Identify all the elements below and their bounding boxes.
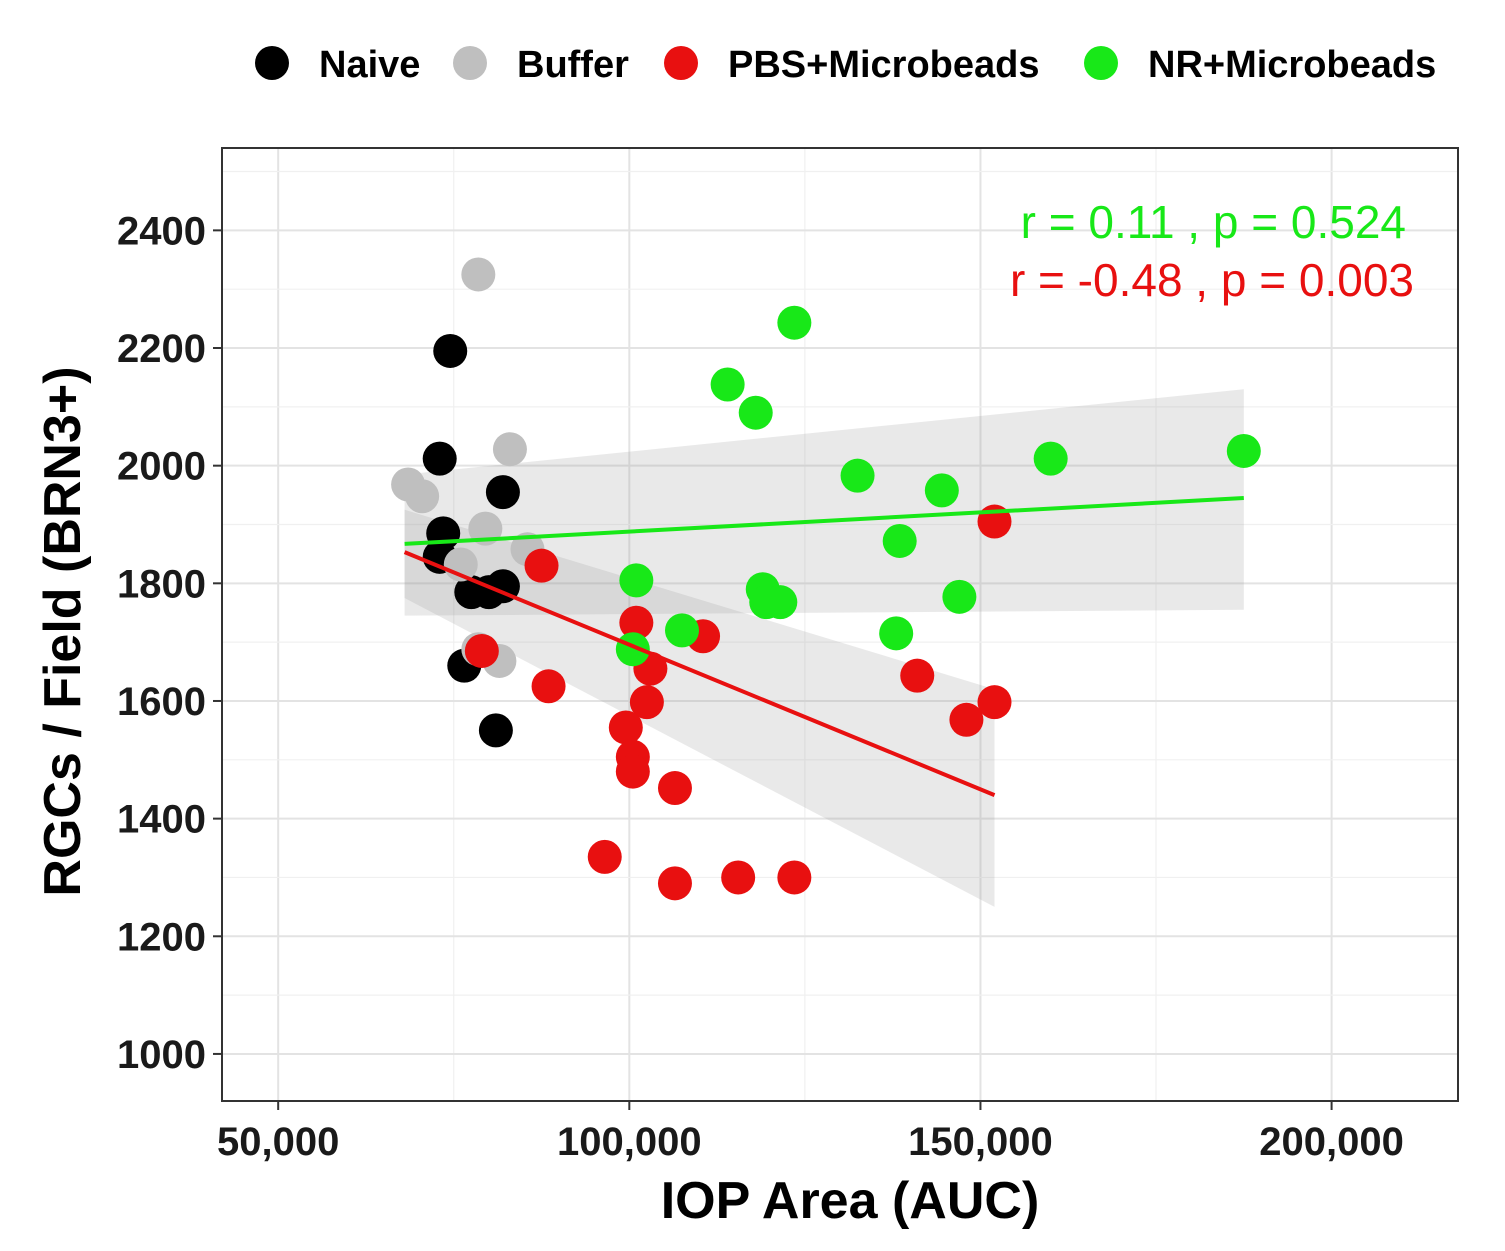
data-point (531, 669, 566, 704)
series-buffer (391, 257, 545, 678)
axis-ticks: 50,000 100,000 150,000 200,000 1000 1200 1400 1… (117, 209, 1404, 1164)
x-tick-label: 200,000 (1259, 1120, 1404, 1164)
y-tick-label: 1800 (117, 562, 206, 606)
data-point (422, 441, 457, 476)
confidence-bands (404, 389, 1244, 907)
data-point (629, 685, 664, 720)
data-point (464, 633, 499, 668)
confidence-band (404, 509, 995, 907)
correlation-annotation: r = -0.48 , p = 0.003 (1010, 254, 1414, 306)
data-point (615, 754, 650, 789)
fit-lines (403, 496, 1244, 797)
legend-swatch (255, 46, 289, 80)
data-point (924, 473, 959, 508)
data-points (391, 257, 1261, 901)
legend-label: Naive (319, 44, 420, 86)
y-tick-label: 2000 (117, 445, 206, 489)
y-axis-title: RGCs / Field (BRN3+) (34, 366, 92, 896)
data-point (942, 579, 977, 614)
legend-swatch (1084, 46, 1118, 80)
data-point (524, 548, 559, 583)
data-point (763, 585, 798, 620)
data-point (977, 685, 1012, 720)
legend-item: NR+Microbeads (1084, 44, 1436, 86)
legend-label: PBS+Microbeads (728, 44, 1040, 86)
grid (222, 148, 1458, 1101)
plot-panel (222, 148, 1458, 1101)
data-point (485, 475, 520, 510)
data-point (587, 839, 622, 874)
data-point (1033, 441, 1068, 476)
correlation-annotations: r = 0.11 , p = 0.524 r = -0.48 , p = 0.00… (1010, 196, 1414, 306)
y-tick-label: 1600 (117, 680, 206, 724)
data-point (777, 305, 812, 340)
y-tick-label: 2200 (117, 327, 206, 371)
x-tick-label: 50,000 (217, 1120, 339, 1164)
data-point (664, 613, 699, 648)
data-point (882, 523, 917, 558)
y-tick-label: 1400 (117, 798, 206, 842)
y-tick-label: 1000 (117, 1033, 206, 1077)
x-tick-label: 150,000 (908, 1120, 1053, 1164)
data-point (738, 395, 773, 430)
legend: Naive Buffer PBS+Microbeads NR+Microbeads (255, 44, 1436, 86)
confidence-band (404, 389, 1244, 616)
data-point (405, 479, 440, 514)
correlation-annotation: r = 0.11 , p = 0.524 (1021, 196, 1406, 248)
plot-border (221, 147, 1459, 1102)
data-point (657, 866, 692, 901)
legend-item: Buffer (453, 44, 629, 86)
data-point (840, 458, 875, 493)
x-tick-label: 100,000 (557, 1120, 702, 1164)
data-point (619, 605, 654, 640)
x-axis-title: IOP Area (AUC) (661, 1172, 1040, 1230)
legend-swatch (453, 46, 487, 80)
regression-line (403, 550, 996, 797)
legend-label: NR+Microbeads (1148, 44, 1436, 86)
y-tick-label: 2400 (117, 209, 206, 253)
data-point (461, 257, 496, 292)
series-pbs-microbeads (464, 504, 1012, 901)
y-tick-label: 1200 (117, 915, 206, 959)
data-point (492, 432, 527, 467)
data-point (777, 860, 812, 895)
data-point (433, 333, 468, 368)
data-point (478, 713, 513, 748)
series-nr-microbeads (615, 305, 1261, 667)
data-point (721, 860, 756, 895)
data-point (710, 367, 745, 402)
data-point (879, 616, 914, 651)
data-point (900, 658, 935, 693)
regression-line (404, 496, 1244, 546)
data-point (619, 563, 654, 598)
data-point (1226, 433, 1261, 468)
legend-label: Buffer (517, 44, 629, 86)
data-point (657, 771, 692, 806)
legend-item: PBS+Microbeads (664, 44, 1040, 86)
legend-item: Naive (255, 44, 420, 86)
legend-swatch (664, 46, 698, 80)
data-point (949, 702, 984, 737)
data-point (608, 710, 643, 745)
series-naive (422, 333, 520, 748)
